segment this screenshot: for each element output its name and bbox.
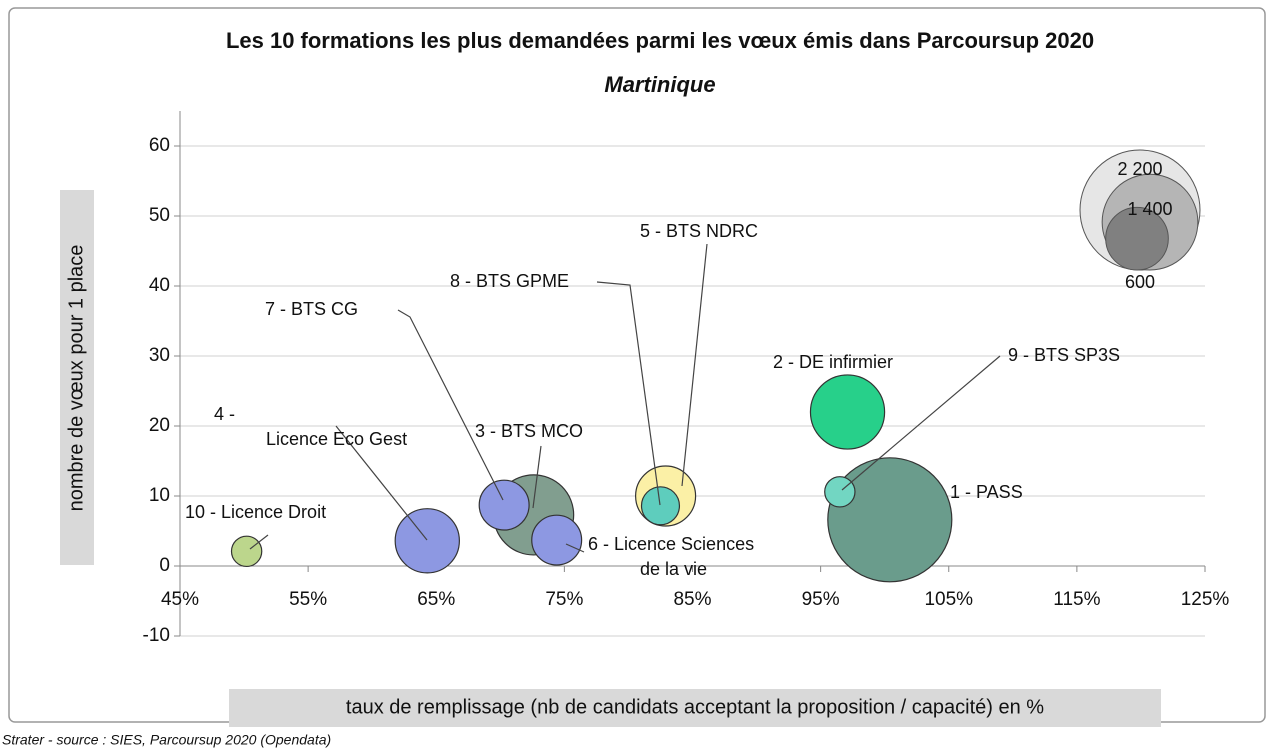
y-tick-label: 30 [149, 345, 170, 366]
leader-line [841, 355, 1001, 491]
bubble [809, 374, 886, 450]
bubble-label: 3 - BTS MCO [475, 421, 583, 441]
leader-line [596, 281, 661, 506]
y-axis-label: nombre de vœux pour 1 place [65, 245, 87, 512]
x-tick-label: 85% [673, 589, 711, 610]
chart-frame [8, 7, 1266, 723]
x-axis-label: taux de remplissage (nb de candidats acc… [346, 696, 1044, 718]
source-note: Strater - source : SIES, Parcoursup 2020… [2, 732, 331, 748]
bubble [640, 486, 681, 526]
bubble [478, 479, 530, 531]
y-label-box [60, 190, 94, 565]
x-tick-label: 105% [924, 589, 973, 610]
bubble-label: 8 - BTS GPME [450, 271, 569, 291]
x-tick-label: 75% [545, 589, 583, 610]
bubble-label: 9 - BTS SP3S [1008, 345, 1120, 365]
y-tick-label: 0 [159, 555, 170, 576]
leader-line [681, 243, 708, 487]
bubble-label: 10 - Licence Droit [185, 502, 326, 522]
size-legend-label: 600 [1125, 272, 1155, 292]
y-tick-label: -10 [143, 625, 170, 646]
x-tick-label: 95% [802, 589, 840, 610]
leader-line [249, 534, 269, 550]
x-tick-label: 55% [289, 589, 327, 610]
y-tick-label: 10 [149, 485, 170, 506]
bubble-label: 1 - PASS [950, 482, 1023, 502]
size-legend-label: 1 400 [1127, 199, 1172, 219]
bubble-label: 7 - BTS CG [265, 299, 358, 319]
y-tick-label: 60 [149, 135, 170, 156]
y-tick-label: 40 [149, 275, 170, 296]
x-label-box [229, 689, 1161, 727]
bubble [827, 457, 953, 583]
y-tick-label: 20 [149, 415, 170, 436]
x-tick-label: 65% [417, 589, 455, 610]
x-tick-label: 115% [1053, 589, 1100, 610]
leader-line [335, 425, 428, 541]
bubble-label: 4 -Licence Eco Gest [214, 404, 407, 449]
size-legend-bubble [1105, 206, 1169, 271]
leader-line [565, 543, 585, 553]
bubble [531, 514, 583, 566]
bubble [230, 535, 263, 568]
bubble-label: 2 - DE infirmier [773, 352, 893, 372]
chart-subtitle: Martinique [604, 72, 715, 97]
y-tick-label: 50 [149, 205, 170, 226]
leader-line [397, 309, 504, 501]
x-tick-label: 45% [161, 589, 199, 610]
leader-line [532, 445, 542, 509]
size-legend-label: 2 200 [1117, 159, 1162, 179]
chart-title: Les 10 formations les plus demandées par… [226, 28, 1094, 53]
bubble-label: 5 - BTS NDRC [640, 221, 758, 241]
bubble-label: 6 - Licence Sciences de la vie [588, 534, 754, 579]
bubble [394, 508, 460, 574]
x-tick-label: 125% [1181, 589, 1230, 610]
bubble [824, 476, 856, 508]
